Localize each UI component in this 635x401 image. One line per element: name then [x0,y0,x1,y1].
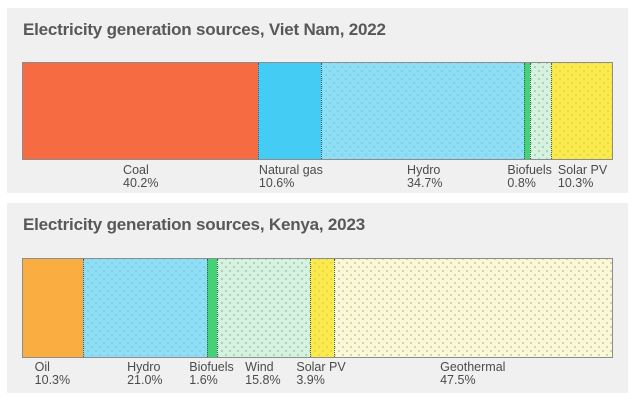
segment-name: Coal [123,163,149,177]
segment-labels-vietnam: Coal 40.2% Natural gas 10.6% Hydro 34.7% Biofu… [22,164,613,194]
segment-name: Hydro [407,163,441,177]
segment-name: Biofuels [189,360,234,374]
bar-segment-hydro[interactable] [320,63,525,159]
chart-card-vietnam: Electricity generation sources, Viet Nam… [7,8,628,193]
bar-segment-natural-gas[interactable] [257,63,321,159]
bar-segment-biofuels[interactable] [524,63,530,159]
segment-label-wind: Wind 15.8% [245,361,280,387]
bar-segment-solar-pv[interactable] [550,63,612,159]
segment-percentage: 15.8% [245,373,281,387]
chart-card-kenya: Electricity generation sources, Kenya, 2… [7,203,628,393]
segment-percentage: 0.8% [507,176,536,190]
segment-percentage: 40.2% [123,176,159,190]
chart-title-vietnam: Electricity generation sources, Viet Nam… [23,20,386,39]
bar-segment-wind[interactable] [216,259,311,357]
bar-segment-biofuels[interactable] [206,259,217,357]
segment-percentage: 47.5% [440,373,476,387]
segment-name: Wind [245,360,274,374]
segment-label-oil: Oil 10.3% [35,361,70,387]
segment-label-solar-pv: Solar PV 10.3% [558,164,607,190]
segment-label-biofuels: Biofuels 0.8% [507,164,551,190]
segment-name: Hydro [127,360,161,374]
segment-percentage: 3.9% [296,373,325,387]
segment-name: Solar PV [557,163,608,177]
bar-segment-solar-pv[interactable] [310,259,334,357]
stacked-bar-vietnam [22,62,613,160]
stacked-bar-kenya [22,258,613,358]
bar-segment-geothermal[interactable] [333,259,612,357]
segment-label-geothermal: Geothermal 47.5% [440,361,505,387]
segment-percentage: 21.0% [127,373,163,387]
bar-segment-oil[interactable] [23,259,84,357]
segment-percentage: 10.3% [557,176,594,190]
chart-title-kenya: Electricity generation sources, Kenya, 2… [23,215,365,234]
segment-percentage: 10.6% [258,176,295,190]
segment-percentage: 1.6% [189,373,218,387]
segment-name: Natural gas [258,163,323,177]
segment-name: Biofuels [507,163,552,177]
segment-labels-kenya: Oil 10.3% Hydro 21.0% Biofuels 1.6% Wind 15.8% S… [22,361,613,391]
bar-segment-hydro[interactable] [83,259,207,357]
segment-label-natural-gas: Natural gas 10.6% [259,164,323,190]
segment-name: Oil [34,360,50,374]
segment-percentage: 34.7% [407,176,443,190]
segment-name: Solar PV [296,360,346,374]
segment-label-solar-pv: Solar PV 3.9% [296,361,345,387]
segment-label-hydro: Hydro 21.0% [127,361,162,387]
segment-label-coal: Coal 40.2% [123,164,158,190]
segment-label-hydro: Hydro 34.7% [407,164,442,190]
bar-segment-wind[interactable] [529,63,551,159]
segment-percentage: 10.3% [34,373,71,387]
segment-name: Geothermal [440,360,506,374]
segment-label-biofuels: Biofuels 1.6% [189,361,233,387]
bar-segment-coal[interactable] [23,63,258,159]
